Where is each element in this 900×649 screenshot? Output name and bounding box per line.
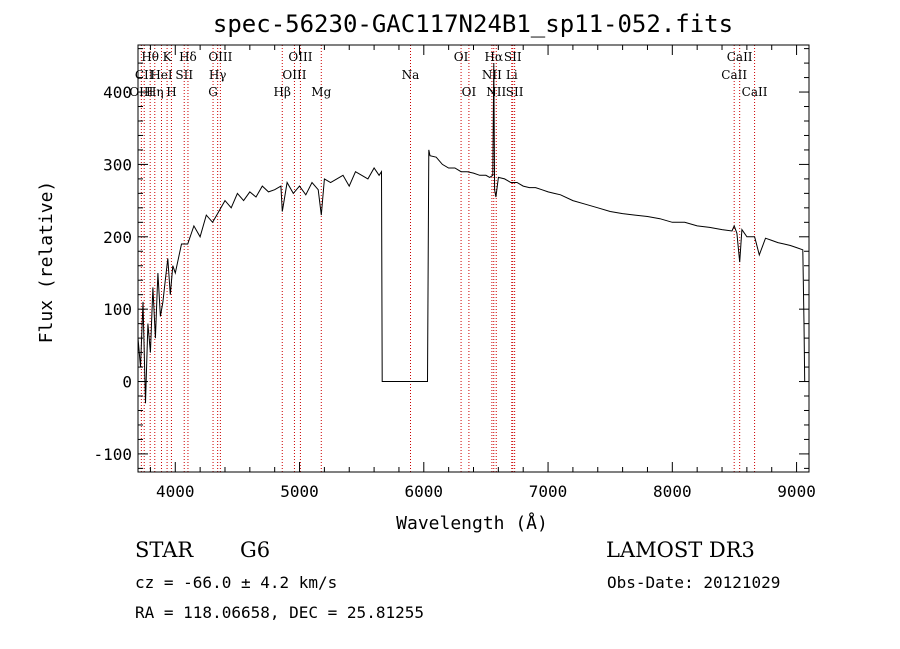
line-label: Hα [484, 50, 503, 64]
coords-text: RA = 118.06658, DEC = 25.81255 [135, 603, 424, 622]
y-tick-label: 0 [122, 373, 132, 392]
line-label: Hη [146, 85, 164, 99]
x-tick-label: 9000 [777, 482, 816, 501]
line-label: Hθ [141, 50, 159, 64]
line-label: CaII [721, 68, 747, 82]
line-label: OI [462, 85, 477, 99]
x-axis-label: Wavelength (Å) [396, 512, 548, 534]
chart-title: spec-56230-GAC117N24B1_sp11-052.fits [213, 10, 733, 38]
y-axis-label: Flux (relative) [36, 181, 57, 344]
spectrum-plot: spec-56230-GAC117N24B1_sp11-052.fits Hθ K… [36, 10, 816, 534]
line-label: G [208, 85, 218, 99]
line-label: SII [506, 85, 524, 99]
x-tick-label: 6000 [405, 482, 444, 501]
line-label: NII [486, 85, 506, 99]
class-label: STAR [135, 538, 194, 562]
redshift-text: cz = -66.0 ± 4.2 km/s [135, 573, 338, 592]
line-label: SII [175, 68, 193, 82]
flux-series-line [137, 63, 806, 404]
subclass-label: G6 [240, 538, 271, 562]
line-label: SII [504, 50, 522, 64]
line-label: OIII [208, 50, 232, 64]
line-label: Hδ [179, 50, 197, 64]
line-label: Hγ [209, 68, 227, 82]
line-label: H [166, 85, 176, 99]
line-label: Li [506, 68, 518, 82]
y-tick-label: 100 [103, 300, 132, 319]
line-label: HeI [150, 68, 173, 82]
x-tick-label: 4000 [156, 482, 195, 501]
line-markers [140, 45, 756, 472]
line-label: OI [454, 50, 469, 64]
line-label: Mg [311, 85, 331, 99]
line-label: CaII [742, 85, 768, 99]
line-label: Na [402, 68, 420, 82]
obs-date-text: Obs-Date: 20121029 [607, 573, 781, 592]
y-tick-label: 200 [103, 228, 132, 247]
line-label: CaII [727, 50, 753, 64]
y-tick-label: -100 [93, 445, 132, 464]
line-label: Hβ [274, 85, 291, 99]
line-label: K [163, 50, 173, 64]
plot-frame [137, 44, 810, 473]
x-tick-label: 5000 [280, 482, 319, 501]
y-tick-label: 300 [103, 155, 132, 174]
y-tick-label: 400 [103, 83, 132, 102]
survey-label: LAMOST DR3 [606, 538, 755, 562]
x-tick-label: 8000 [653, 482, 692, 501]
x-tick-label: 7000 [529, 482, 568, 501]
line-label: CII [135, 68, 154, 82]
line-label: OIII [282, 68, 306, 82]
axes-ticks: 4000 5000 6000 7000 8000 9000 -100 0 100 200 300 40… [93, 45, 816, 501]
line-label: OIII [288, 50, 312, 64]
line-label: NII [482, 68, 502, 82]
